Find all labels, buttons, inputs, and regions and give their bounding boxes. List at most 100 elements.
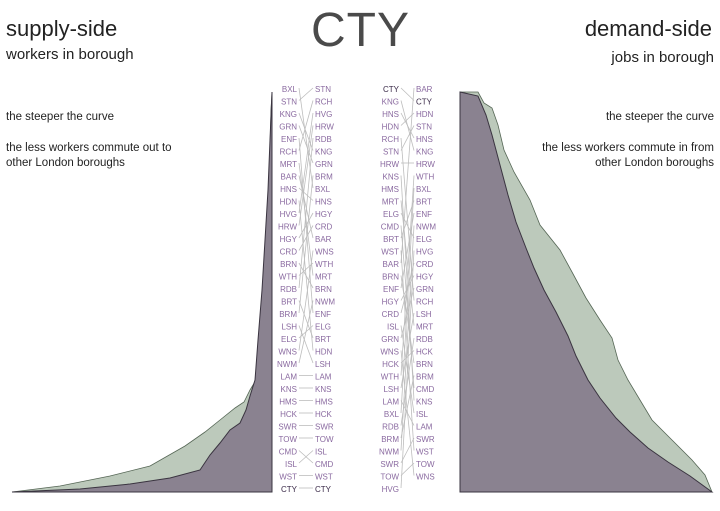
demand-left-label: BRT — [383, 235, 399, 244]
demand-left-label: ENF — [383, 285, 399, 294]
supply-right-label: HNS — [315, 198, 332, 207]
demand-left-label: HVG — [382, 485, 399, 494]
supply-right-label: HRW — [315, 123, 334, 132]
supply-right-label: GRN — [315, 160, 333, 169]
supply-left-label: BRN — [280, 260, 297, 269]
supply-right-label: WST — [315, 473, 333, 482]
demand-left-label: HGY — [382, 298, 400, 307]
demand-left-label: ISL — [387, 323, 400, 332]
supply-note2-line2: other London boroughs — [6, 157, 125, 169]
supply-right-label: HVG — [315, 110, 332, 119]
supply-right-label: ELG — [315, 323, 331, 332]
demand-left-label: GRN — [381, 335, 399, 344]
demand-left-label: RDB — [382, 423, 399, 432]
supply-left-label: BAR — [281, 173, 298, 182]
supply-right-label: STN — [315, 85, 331, 94]
demand-left-label: RCH — [382, 135, 400, 144]
demand-link-hns — [400, 112, 415, 139]
demand-right-label: GRN — [416, 285, 434, 294]
supply-left-label: RCH — [280, 148, 298, 157]
demand-note2-line2: other London boroughs — [595, 157, 714, 169]
demand-link-stn — [400, 125, 415, 151]
supply-link-mrt — [298, 162, 314, 276]
demand-link-lam — [400, 400, 415, 426]
demand-left-label: NWM — [379, 448, 399, 457]
demand-right-label: BAR — [416, 85, 433, 94]
supply-left-label: HCK — [280, 410, 298, 419]
supply-left-label: BXL — [282, 85, 298, 94]
supply-link-hgy — [298, 212, 314, 239]
demand-left-label: CMD — [381, 223, 399, 232]
demand-right-label: KNG — [416, 148, 433, 157]
supply-link-isl — [298, 450, 314, 464]
supply-right-label: MRT — [315, 273, 332, 282]
supply-right-label: ISL — [315, 448, 328, 457]
supply-left-label: WNS — [278, 348, 297, 357]
demand-left-label: HDN — [382, 123, 400, 132]
demand-link-brn — [400, 275, 415, 364]
demand-note1: the steeper the curve — [605, 111, 714, 123]
supply-link-nwm — [298, 300, 314, 364]
supply-left-label: NWM — [277, 360, 297, 369]
demand-left-label: BAR — [383, 260, 400, 269]
demand-right-label: TOW — [416, 460, 435, 469]
demand-left-label: WST — [381, 248, 399, 257]
demand-right-label: NWM — [416, 223, 436, 232]
supply-left-label: HDN — [280, 198, 298, 207]
demand-right-label: RDB — [416, 335, 433, 344]
demand-link-nwm — [400, 225, 415, 451]
demand-left-label: TOW — [380, 473, 399, 482]
supply-left-label: CRD — [280, 248, 298, 257]
demand-right-label: BRT — [416, 198, 432, 207]
supply-right-label: SWR — [315, 423, 334, 432]
demand-link-crd — [400, 262, 415, 314]
demand-link-mrt — [400, 200, 415, 326]
supply-subheading: workers in borough — [6, 46, 134, 63]
demand-left-label: CTY — [383, 85, 400, 94]
demand-right-label: HRW — [416, 160, 435, 169]
supply-area-grey — [11, 91, 273, 493]
slope-lines — [298, 87, 415, 489]
supply-left-label: LSH — [281, 323, 297, 332]
demand-right-label: SWR — [416, 435, 435, 444]
supply-link-grn — [298, 125, 314, 164]
supply-right-label: CMD — [315, 460, 333, 469]
supply-right-label: WTH — [315, 260, 333, 269]
supply-right-label: LAM — [315, 373, 332, 382]
supply-link-brt — [298, 300, 314, 339]
supply-link-wns — [298, 250, 314, 351]
supply-note1: the steeper the curve — [6, 111, 115, 123]
demand-right-label: HCK — [416, 348, 434, 357]
demand-left-label: HCK — [382, 360, 400, 369]
supply-right-label: CTY — [315, 485, 332, 494]
supply-left-label: LAM — [281, 373, 298, 382]
supply-left-label: BRM — [279, 310, 297, 319]
supply-right-label: KNG — [315, 148, 332, 157]
supply-right-label: TOW — [315, 435, 334, 444]
demand-link-tow — [400, 462, 415, 476]
supply-right-label: HDN — [315, 348, 333, 357]
demand-right-label: BXL — [416, 185, 432, 194]
demand-right-label: BRM — [416, 373, 434, 382]
supply-left-label: STN — [281, 98, 297, 107]
supply-left-label: MRT — [280, 160, 297, 169]
demand-right-label: HVG — [416, 248, 433, 257]
supply-left-label: KNS — [281, 385, 297, 394]
supply-left-label: RDB — [280, 285, 297, 294]
supply-right-label: BRN — [315, 285, 332, 294]
supply-link-hrw — [298, 125, 314, 226]
supply-left-label: HNS — [280, 185, 297, 194]
demand-left-label: HNS — [382, 110, 399, 119]
supply-left-label: HRW — [278, 223, 297, 232]
supply-right-label: BAR — [315, 235, 332, 244]
supply-right-label: NWM — [315, 298, 335, 307]
demand-link-cty — [400, 87, 415, 101]
demand-left-label: ELG — [383, 210, 399, 219]
demand-link-elg — [400, 212, 415, 239]
demand-right-label: KNS — [416, 398, 432, 407]
supply-right-label: LSH — [315, 360, 331, 369]
demand-right-label: HGY — [416, 273, 434, 282]
supply-left-label: ISL — [285, 460, 298, 469]
demand-link-brm — [400, 375, 415, 439]
